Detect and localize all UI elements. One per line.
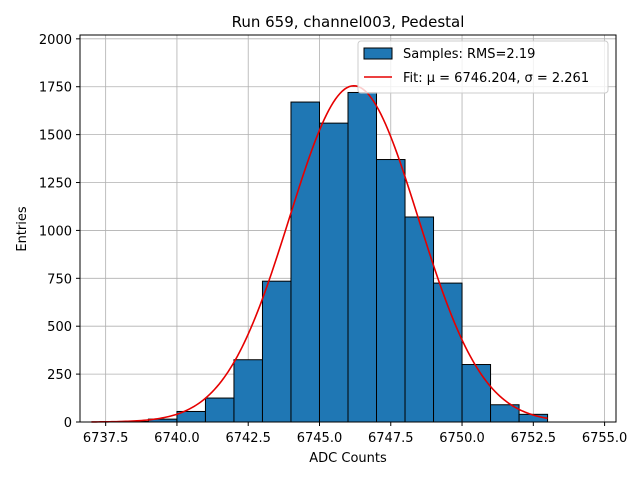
y-tick-label: 2000 [39, 33, 72, 48]
histogram-bar [404, 216, 435, 423]
x-tick-label: 6745.0 [297, 431, 343, 446]
y-tick-label: 0 [64, 416, 72, 431]
histogram-bar [233, 359, 263, 423]
y-tick-label: 1000 [39, 224, 72, 239]
histogram-bar [204, 397, 235, 423]
chart-title: Run 659, channel003, Pedestal [232, 13, 465, 31]
x-axis-ticks: 6737.5 6740.0 6742.5 6745.0 6747.5 6750.0 6752… [83, 422, 627, 446]
legend-fit-label: Fit: μ = 6746.204, σ = 2.261 [403, 71, 589, 86]
legend-box [357, 40, 609, 94]
y-tick-label: 1500 [39, 129, 72, 144]
x-tick-label: 6737.5 [83, 431, 129, 446]
y-tick-label: 750 [47, 272, 72, 287]
histogram-bar [376, 159, 406, 423]
fit-curve [91, 84, 548, 423]
histogram-bar [261, 280, 292, 423]
legend-histogram-label: Samples: RMS=2.19 [403, 47, 535, 62]
plot-frame [79, 34, 617, 423]
x-tick-label: 6755.0 [582, 431, 628, 446]
histogram-bar [318, 122, 349, 423]
histogram-bar [461, 364, 492, 423]
x-tick-label: 6750.0 [439, 431, 485, 446]
x-tick-label: 6747.5 [368, 431, 414, 446]
x-axis-label: ADC Counts [309, 451, 387, 466]
y-tick-label: 1750 [39, 81, 72, 96]
y-tick-label: 500 [47, 320, 72, 335]
histogram-bar [290, 101, 320, 423]
x-tick-label: 6752.5 [511, 431, 557, 446]
x-tick-label: 6742.5 [225, 431, 271, 446]
y-axis-ticks: 0 250 500 750 1000 1250 1500 1750 2000 [39, 33, 80, 431]
x-tick-label: 6740.0 [154, 431, 200, 446]
legend-histogram-swatch [363, 47, 393, 60]
histogram-bar [347, 91, 378, 423]
legend: Samples: RMS=2.19 Fit: μ = 6746.204, σ =… [357, 40, 609, 94]
y-tick-label: 1250 [39, 177, 72, 192]
y-axis-label: Entries [15, 206, 30, 252]
y-tick-label: 250 [47, 368, 72, 383]
